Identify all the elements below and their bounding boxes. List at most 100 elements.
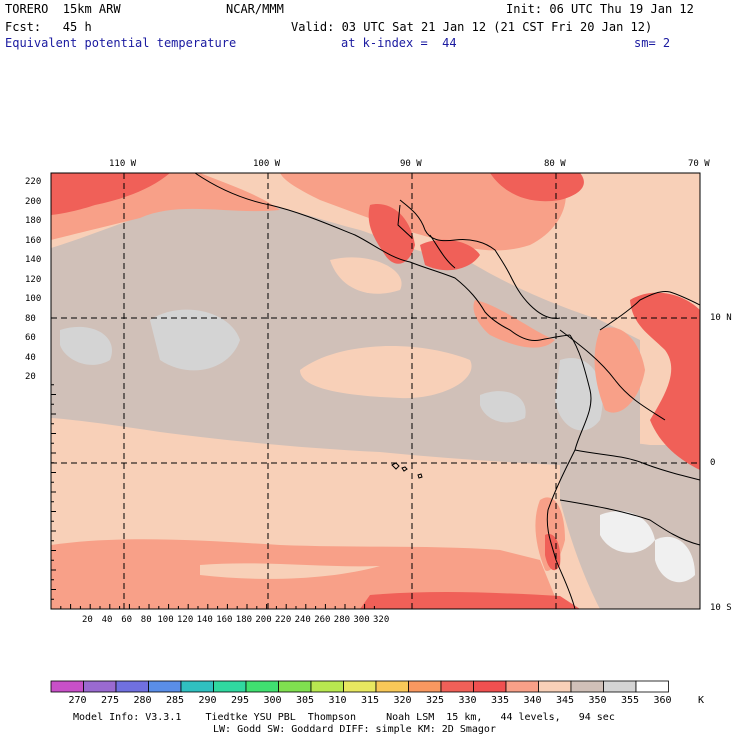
lat-label-10n: 10 N	[710, 313, 732, 323]
salmon-colombia	[594, 327, 645, 413]
colorbar-swatch	[50, 680, 84, 693]
smoothing-label: sm= 2	[634, 36, 671, 50]
colorbar-swatch	[115, 680, 149, 693]
x-label: 320	[373, 615, 390, 625]
y-label: 200	[25, 196, 42, 207]
x-label: 140	[196, 615, 213, 625]
x-label: 20	[82, 615, 93, 625]
peach-region-2	[330, 257, 402, 294]
colorbar-swatch	[473, 680, 507, 693]
colorbar-swatch	[570, 680, 604, 693]
colorbar-swatch	[538, 680, 572, 693]
x-label: 240	[294, 615, 311, 625]
border-4	[429, 234, 456, 269]
colorbar-swatch	[83, 680, 117, 693]
colorbar-label: 315	[361, 695, 380, 706]
colorbar-label: 295	[231, 695, 250, 706]
colorbar-swatch	[505, 680, 539, 693]
level-label: at k-index = 44	[341, 36, 457, 50]
physics-info: LW: Godd SW: Goddard DIFF: simple KM: 2D…	[213, 724, 496, 735]
red-strip-south	[360, 592, 580, 609]
colorbar-label: 275	[101, 695, 120, 706]
coastline-colombia-north	[599, 291, 700, 331]
center-label: NCAR/MMM	[226, 2, 284, 16]
red-honduras	[420, 239, 480, 271]
colorbar-label: 310	[328, 695, 347, 706]
x-label: 200	[255, 615, 272, 625]
colorbar-swatch	[603, 680, 637, 693]
x-label: 100	[157, 615, 174, 625]
x-label: 180	[235, 615, 253, 625]
colorbar-swatch	[408, 680, 442, 693]
map-frame	[50, 172, 701, 610]
colorbar-label: 280	[133, 695, 152, 706]
salmon-mexico	[280, 173, 566, 251]
border-1	[574, 449, 700, 481]
land-white-patch	[600, 511, 655, 553]
x-label: 280	[333, 615, 351, 625]
x-label: 40	[101, 615, 113, 625]
colorbar-label: 305	[296, 695, 315, 706]
colorbar-label: 345	[556, 695, 575, 706]
y-label: 120	[25, 274, 42, 285]
colorbar-label: 290	[198, 695, 217, 706]
init-time: Init: 06 UTC Thu 19 Jan 12	[506, 2, 694, 16]
lon-label-80w: 80 W	[544, 159, 566, 169]
colorbar-label: 350	[588, 695, 607, 706]
light-grey-patch-3	[555, 358, 603, 431]
y-label: 100	[25, 294, 42, 304]
red-nw	[51, 173, 170, 215]
field-name: Equivalent potential temperature	[5, 36, 237, 50]
colorbar-unit: K	[698, 695, 705, 706]
red-guatemala	[368, 204, 415, 264]
salmon-panama	[473, 300, 555, 348]
colorbar-swatch	[375, 680, 409, 693]
valid-time: Valid: 03 UTC Sat 21 Jan 12 (21 CST Fri …	[291, 20, 653, 34]
land-white-patch-2	[655, 536, 695, 583]
y-label: 220	[25, 177, 42, 187]
peach-region-1	[300, 346, 472, 399]
colorbar-swatch	[245, 680, 279, 693]
red-caribbean	[490, 173, 584, 202]
colorbar-label: 285	[166, 695, 185, 706]
lat-label-0: 0	[710, 458, 716, 468]
y-label: 40	[25, 352, 36, 363]
light-grey-patch-1	[150, 309, 240, 371]
colorbar-swatch	[440, 680, 474, 693]
axis-ticks	[51, 384, 375, 609]
light-grey-patch-4	[480, 391, 526, 423]
lon-label-90w: 90 W	[400, 159, 422, 169]
graticule	[51, 173, 700, 609]
coastline-south-america-west	[546, 334, 592, 609]
x-label: 220	[275, 615, 292, 625]
red-colombia	[630, 292, 700, 470]
border-2	[559, 499, 700, 546]
galapagos-islands	[391, 462, 423, 479]
colorbar-label: 340	[523, 695, 542, 706]
border-3	[559, 329, 666, 421]
y-label: 20	[25, 372, 36, 382]
light-grey-patch-2	[60, 326, 112, 365]
light-band-south	[200, 563, 380, 579]
colorbar-swatch	[310, 680, 344, 693]
lon-label-110w: 110 W	[109, 159, 137, 169]
coastline-yucatan	[399, 199, 511, 276]
y-label: 160	[25, 235, 42, 246]
colorbar-label: 270	[68, 695, 87, 706]
y-label: 180	[25, 216, 42, 226]
colorbar-label: 360	[653, 695, 672, 706]
y-label: 140	[25, 255, 42, 265]
lat-label-10s: 10 S	[710, 603, 732, 613]
colorbar-swatch	[213, 680, 247, 693]
x-label: 260	[314, 615, 331, 625]
x-label: 60	[121, 615, 133, 625]
colorbar-swatch	[278, 680, 312, 693]
colorbar-label: 330	[458, 695, 477, 706]
colorbar-label: 320	[393, 695, 412, 706]
coastline-mexico-central-america	[194, 173, 571, 341]
x-label: 80	[140, 615, 152, 625]
colorbar-label: 325	[426, 695, 445, 706]
theta-e-field	[51, 173, 700, 609]
x-label: 160	[216, 615, 233, 625]
